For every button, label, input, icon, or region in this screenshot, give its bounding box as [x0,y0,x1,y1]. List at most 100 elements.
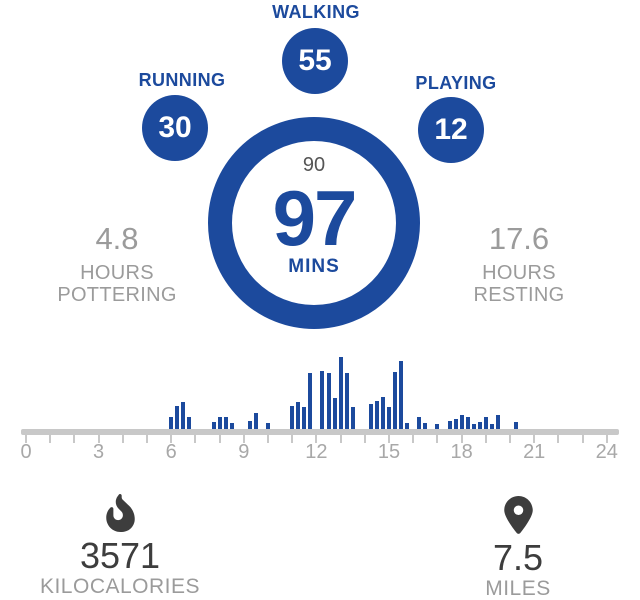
activity-bar [223,417,228,429]
activity-bar [435,424,440,429]
activity-bar [181,402,186,429]
x-axis-tick [412,435,415,443]
resting-label: RESTING [473,284,565,306]
x-axis-tick [121,435,124,443]
x-axis-tick [170,435,173,443]
x-axis-tick [97,435,100,443]
running-circle[interactable]: 30 [142,95,208,161]
activity-bar [393,372,398,429]
activity-bar [344,373,349,429]
x-axis-tick [460,435,463,443]
miles-value: 7.5 [492,537,544,578]
activity-bar [495,415,500,429]
resting-stat: 17.6 HOURS RESTING [419,221,619,307]
activity-bar [332,398,337,429]
x-axis-tick [533,435,536,443]
activity-bar [417,417,422,429]
walking-circle[interactable]: 55 [282,28,348,94]
activity-bar [338,357,343,429]
activity-goal-ring[interactable]: 90 97 MINS [208,117,420,329]
activity-bar [175,406,180,429]
x-axis-tick-label: 18 [450,441,473,463]
x-axis-tick [73,435,76,443]
x-axis-tick [194,435,197,443]
activity-bar [489,424,494,429]
activity-bar [187,417,192,429]
kilocalories-value: 3571 [79,535,161,576]
activity-bar [380,397,385,429]
miles-label: MILES [485,577,551,600]
x-axis-line [21,429,619,435]
distance-stat: 7.5 MILES [418,494,618,600]
activity-bar [169,417,174,429]
x-axis-tick-label: 15 [377,441,401,463]
activity-bar [483,417,488,429]
pottering-hours-value: 4.8 [95,221,139,256]
kilocalories-label: KILOCALORIES [39,575,201,598]
resting-hours-label: HOURS [482,262,556,284]
x-axis-tick [315,435,318,443]
total-active-minutes: 97 [272,174,358,262]
x-axis-tick [484,435,487,443]
running-minutes: 30 [158,111,192,144]
x-axis-tick [509,435,511,443]
activity-bar [302,407,307,429]
x-axis-tick-label: 0 [20,441,32,463]
activity-bar [217,417,222,429]
x-axis-tick [267,435,269,443]
activity-bar [326,373,331,429]
resting-hours-value: 17.6 [488,221,550,256]
x-axis-tick [581,435,584,443]
activity-bar [514,422,519,429]
x-axis-tick [339,435,342,443]
activity-bar [247,421,252,429]
walking-minutes: 55 [298,44,332,77]
x-axis-tick [436,435,439,443]
x-axis-tick [363,435,366,443]
flame-icon [105,494,135,532]
goal-minutes: 90 [302,154,326,176]
activity-bar [399,361,404,429]
x-axis-tick-label: 21 [523,441,546,463]
walking-label: WALKING [272,2,360,22]
calories-stat: 3571 KILOCALORIES [20,494,220,598]
x-axis-tick [557,435,560,443]
activity-bar [477,422,482,429]
x-axis-tick [25,435,27,443]
activity-bar [405,423,410,429]
activity-bar [459,415,464,429]
x-axis-tick-label: 6 [165,441,177,463]
x-axis-tick [605,435,608,443]
pottering-label: POTTERING [57,284,177,306]
activity-bar [320,371,325,429]
playing-circle[interactable]: 12 [418,97,484,163]
activity-bar [253,413,258,429]
activity-bar [266,423,270,429]
playing-label: PLAYING [415,73,497,93]
activity-bar [387,407,391,429]
minutes-unit-label: MINS [288,256,340,277]
activity-bar [211,422,216,429]
running-label: RUNNING [138,70,226,90]
pottering-hours-label: HOURS [80,262,154,284]
playing-minutes: 12 [434,113,468,146]
activity-bar [350,407,355,429]
activity-bar [374,401,379,429]
x-axis-tick [218,435,221,443]
activity-bar [447,421,452,429]
x-axis-tick [242,435,245,443]
x-axis-tick [146,435,148,443]
activity-bar [368,404,373,429]
activity-bar [453,419,458,429]
x-axis-tick-label: 24 [595,441,618,463]
x-axis-tick-label: 3 [93,441,105,463]
x-axis-tick-label: 12 [305,441,328,463]
x-axis-tick [388,435,390,443]
activity-bar [290,406,295,429]
x-axis-tick-label: 9 [238,441,250,463]
x-axis-tick [49,435,52,443]
activity-bar [229,423,234,429]
activity-bar [308,373,313,429]
pottering-stat: 4.8 HOURS POTTERING [17,221,217,307]
